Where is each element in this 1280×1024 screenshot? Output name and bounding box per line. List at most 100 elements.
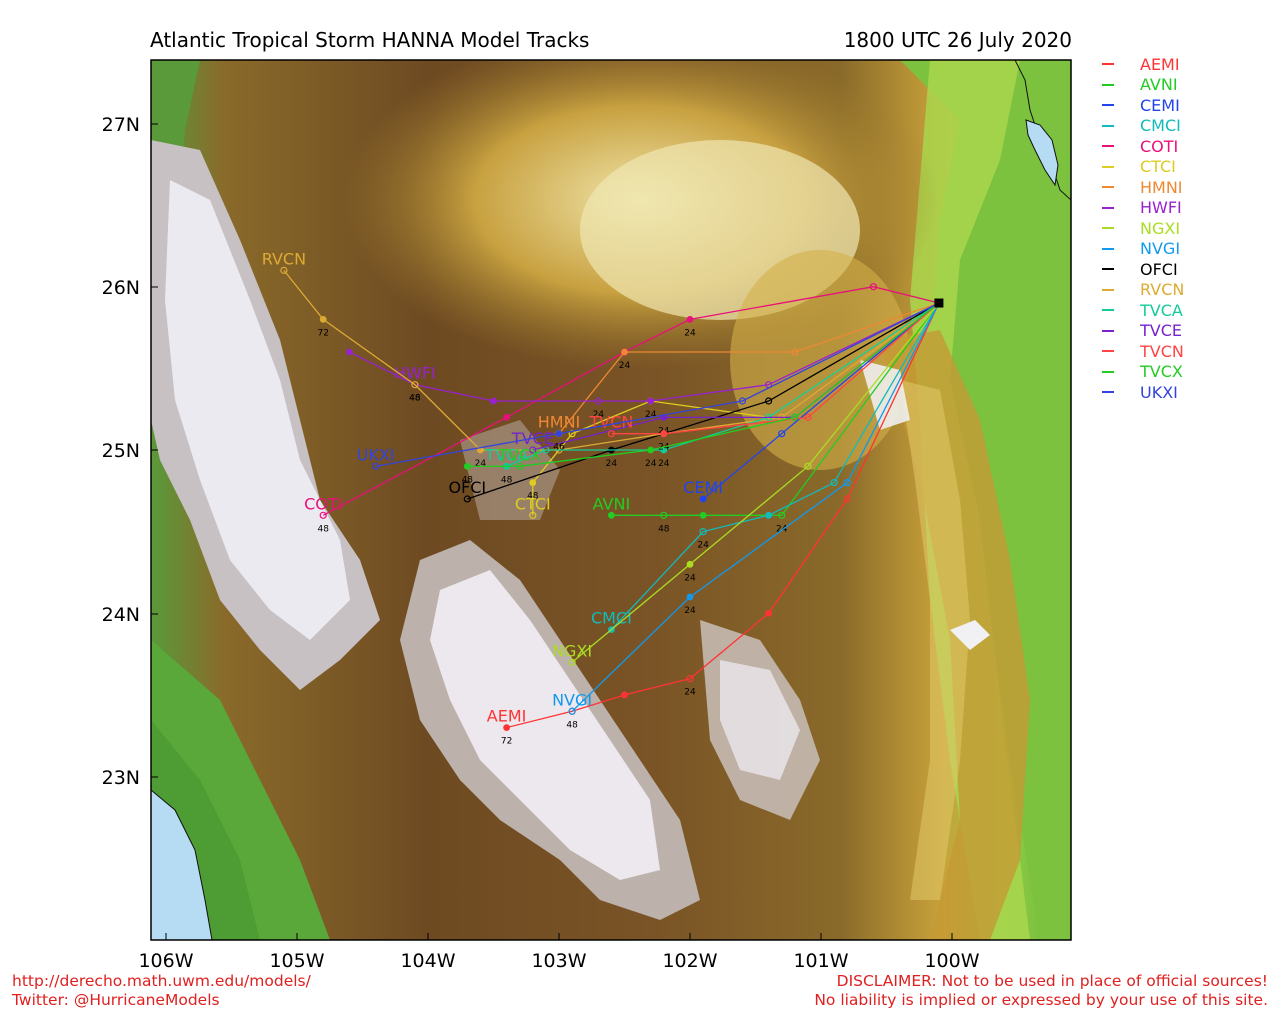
forecast-hour-label: 24 bbox=[645, 410, 657, 420]
legend-label: CTCI bbox=[1140, 157, 1176, 177]
map-frame bbox=[150, 59, 1072, 941]
map-datetime: 1800 UTC 26 July 2020 bbox=[843, 28, 1072, 52]
legend-swatch bbox=[1102, 145, 1114, 148]
track-point bbox=[764, 397, 773, 405]
x-tick-label: 106W bbox=[138, 950, 193, 972]
track-point bbox=[660, 430, 668, 438]
model-track-label: AVNI bbox=[593, 494, 631, 513]
legend-label: OFCI bbox=[1140, 259, 1178, 279]
legend-swatch bbox=[1102, 268, 1114, 271]
model-track-label: CEMI bbox=[683, 478, 723, 497]
track-ofci: 24 OFCI bbox=[448, 302, 940, 503]
legend-label: TVCN bbox=[1140, 341, 1184, 361]
track-point bbox=[463, 462, 471, 470]
legend-swatch bbox=[1102, 104, 1114, 107]
legend-item-avni: AVNI bbox=[1102, 75, 1184, 96]
model-track-label: AEMI bbox=[487, 707, 527, 726]
track-point bbox=[843, 479, 851, 487]
legend-label: TVCE bbox=[1140, 321, 1182, 341]
footer-url[interactable]: http://derecho.math.uwm.edu/models/ bbox=[12, 972, 311, 990]
track-line bbox=[702, 302, 940, 500]
legend-item-ctci: CTCI bbox=[1102, 157, 1184, 178]
track-point bbox=[555, 430, 563, 438]
track-point bbox=[686, 315, 694, 323]
track-point bbox=[765, 511, 772, 519]
disclaimer-line-1: DISCLAIMER: Not to be used in place of o… bbox=[836, 972, 1268, 990]
legend-swatch bbox=[1102, 165, 1114, 168]
track-point bbox=[372, 462, 380, 470]
track-point bbox=[529, 479, 537, 487]
model-track-label: COTI bbox=[304, 494, 342, 513]
forecast-hour-label: 24 bbox=[606, 459, 618, 469]
model-track-label: HMNI bbox=[538, 413, 581, 432]
model-track-label: CTCI bbox=[515, 494, 551, 513]
map-title: Atlantic Tropical Storm HANNA Model Trac… bbox=[150, 28, 590, 52]
legend-item-tvca: TVCA bbox=[1102, 300, 1184, 321]
track-point bbox=[463, 495, 471, 503]
track-point bbox=[594, 397, 602, 405]
footer-disclaimer: DISCLAIMER: Not to be used in place of o… bbox=[814, 972, 1268, 1010]
y-axis: 27N 26N 25N 24N 23N bbox=[102, 114, 158, 789]
y-tick-label: 23N bbox=[102, 767, 140, 789]
track-point bbox=[607, 430, 616, 438]
track-point bbox=[280, 266, 288, 274]
forecast-hour-label: 24 bbox=[658, 459, 670, 469]
model-track-label: OFCI bbox=[448, 478, 486, 497]
legend-label: AEMI bbox=[1140, 54, 1180, 74]
legend-item-ukxi: UKXI bbox=[1102, 382, 1184, 403]
track-point bbox=[529, 511, 537, 519]
model-track-label: TVCA bbox=[484, 445, 528, 464]
legend-swatch bbox=[1102, 186, 1114, 189]
legend-item-hwfi: HWFI bbox=[1102, 198, 1184, 219]
forecast-hour-label: 24 bbox=[619, 361, 631, 371]
legend-label: UKXI bbox=[1140, 382, 1178, 402]
legend-label: COTI bbox=[1140, 136, 1179, 156]
track-line bbox=[375, 302, 940, 467]
x-tick-label: 103W bbox=[531, 950, 586, 972]
legend-swatch bbox=[1102, 124, 1114, 127]
legend-swatch bbox=[1102, 350, 1114, 353]
track-point bbox=[621, 691, 628, 699]
x-tick-label: 104W bbox=[400, 950, 455, 972]
track-point bbox=[699, 495, 707, 503]
model-tracks: 244872AEMI2448AVNICEMI24CMCI2448COTI2448… bbox=[262, 249, 940, 747]
forecast-hour-label: 24 bbox=[684, 573, 696, 583]
track-cemi: CEMI bbox=[683, 302, 940, 503]
track-point bbox=[608, 511, 615, 519]
track-avni: 24 48 AVNI bbox=[593, 302, 940, 534]
track-line bbox=[571, 302, 940, 712]
track-ukxi: 46 UKXI bbox=[357, 302, 940, 470]
track-point bbox=[791, 413, 799, 421]
legend-item-tvcx: TVCX bbox=[1102, 362, 1184, 383]
legend-item-rvcn: RVCN bbox=[1102, 280, 1184, 301]
model-track-label: RVCN bbox=[262, 249, 306, 268]
track-line bbox=[611, 302, 940, 435]
model-legend: AEMI AVNI CEMI CMCI COTI CTCI HMNI HWFI NGXI NVGI… bbox=[1102, 54, 1184, 403]
x-tick-label: 102W bbox=[662, 950, 717, 972]
legend-item-hmni: HMNI bbox=[1102, 177, 1184, 198]
track-point bbox=[319, 511, 327, 519]
track-point bbox=[804, 462, 812, 470]
track-point bbox=[411, 381, 419, 389]
legend-swatch bbox=[1102, 63, 1114, 66]
legend-item-ngxi: NGXI bbox=[1102, 218, 1184, 239]
legend-swatch bbox=[1102, 309, 1114, 312]
track-point bbox=[778, 511, 786, 519]
legend-item-nvgi: NVGI bbox=[1102, 239, 1184, 260]
model-track-label: NGXI bbox=[552, 641, 592, 660]
legend-swatch bbox=[1102, 288, 1114, 291]
track-point bbox=[699, 528, 707, 536]
legend-label: NVGI bbox=[1140, 239, 1181, 259]
terrain-layer bbox=[151, 60, 1071, 940]
track-point bbox=[738, 397, 747, 405]
track-point bbox=[778, 430, 786, 438]
legend-item-ofci: OFCI bbox=[1102, 259, 1184, 280]
forecast-hour-label: 24 bbox=[658, 443, 670, 453]
legend-label: HWFI bbox=[1140, 198, 1182, 218]
track-point bbox=[503, 724, 511, 732]
forecast-hour-label: 24 bbox=[684, 688, 696, 698]
legend-label: CMCI bbox=[1140, 116, 1181, 136]
forecast-hour-label: 48 bbox=[462, 475, 474, 485]
forecast-hour-label: 48 bbox=[501, 475, 513, 485]
